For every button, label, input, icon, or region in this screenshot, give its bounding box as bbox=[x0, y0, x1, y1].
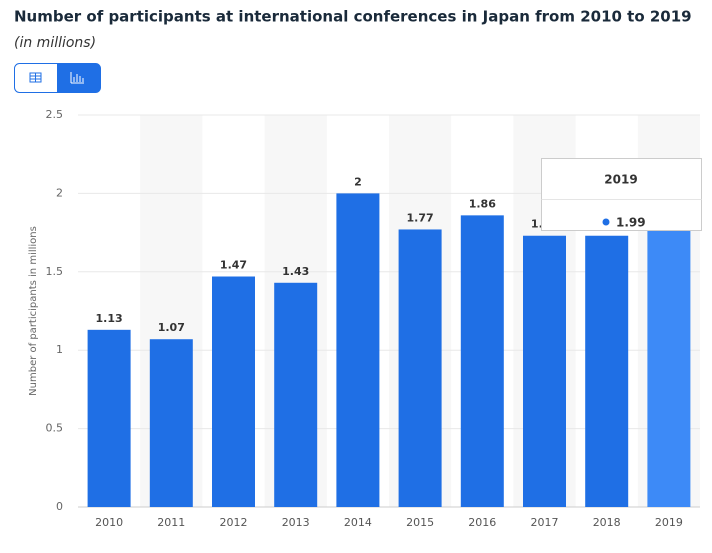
bar bbox=[585, 235, 629, 507]
view-toggle[interactable] bbox=[14, 63, 101, 93]
bar bbox=[212, 276, 255, 507]
x-tick-label: 2018 bbox=[593, 516, 621, 529]
bar bbox=[87, 329, 131, 507]
y-axis-label: Number of participants in millions bbox=[28, 226, 39, 396]
bar bbox=[398, 229, 442, 508]
x-tick-label: 2012 bbox=[220, 516, 248, 529]
bar bbox=[149, 339, 193, 507]
x-tick-label: 2010 bbox=[95, 516, 123, 529]
value-label: 1.13 bbox=[96, 312, 123, 325]
x-tick-label: 2013 bbox=[282, 516, 310, 529]
tooltip-title: 2019 bbox=[604, 173, 637, 187]
table-icon[interactable] bbox=[29, 72, 42, 83]
x-tick-label: 2016 bbox=[468, 516, 496, 529]
x-tick-label: 2019 bbox=[655, 516, 683, 529]
tooltip-dot bbox=[602, 218, 610, 226]
value-label: 1.07 bbox=[158, 321, 185, 334]
value-label: 1.86 bbox=[469, 197, 496, 210]
chart-view-button[interactable] bbox=[57, 63, 101, 93]
y-tick-label: 1 bbox=[56, 343, 63, 356]
bar-icon[interactable] bbox=[70, 72, 84, 84]
chart-subtitle: (in millions) bbox=[14, 35, 96, 51]
x-tick-label: 2017 bbox=[531, 516, 559, 529]
value-label: 2 bbox=[354, 175, 362, 188]
y-tick-label: 0.5 bbox=[46, 422, 64, 435]
tooltip-value: 1.99 bbox=[616, 216, 646, 230]
bar bbox=[523, 235, 566, 507]
x-tick-label: 2015 bbox=[406, 516, 434, 529]
y-tick-label: 2.5 bbox=[46, 108, 64, 121]
y-tick-label: 0 bbox=[56, 500, 63, 513]
value-label: 1.43 bbox=[282, 265, 309, 278]
x-tick-label: 2014 bbox=[344, 516, 372, 529]
bar bbox=[274, 282, 318, 507]
y-tick-label: 2 bbox=[56, 186, 63, 199]
value-label: 1.77 bbox=[407, 211, 434, 224]
bar bbox=[647, 194, 691, 507]
bar bbox=[460, 215, 504, 508]
chart-title: Number of participants at international … bbox=[14, 8, 692, 26]
value-label: 1.47 bbox=[220, 259, 247, 272]
tooltip-box bbox=[541, 158, 702, 231]
x-tick-label: 2011 bbox=[157, 516, 185, 529]
tooltip: 2019 1.99 bbox=[541, 158, 702, 231]
y-tick-label: 1.5 bbox=[46, 265, 64, 278]
bar bbox=[336, 193, 380, 507]
